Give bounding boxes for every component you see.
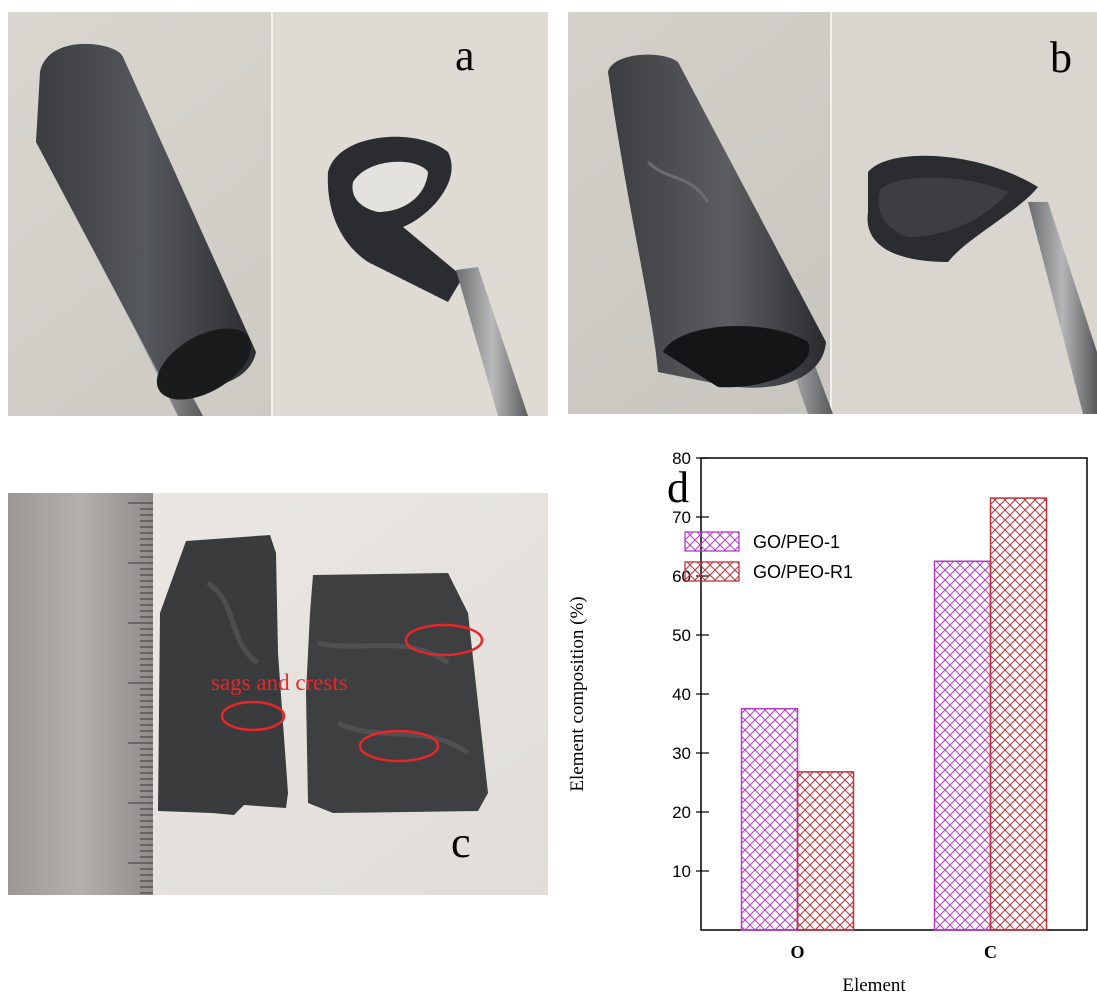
legend-swatch-go-peo-r1 <box>684 561 740 582</box>
photo-b <box>568 12 1097 414</box>
chart-panel-d: 10 20 30 40 50 60 70 80 O C Element Element composi… <box>555 440 1097 995</box>
panel-label-c: c <box>451 818 471 867</box>
legend-swatch-go-peo-1 <box>684 531 740 552</box>
ruler <box>8 493 153 895</box>
y-tick-label: 10 <box>672 862 691 881</box>
bar-go-peo-1-c <box>933 560 992 931</box>
bar-go-peo-r1-o <box>796 771 855 931</box>
photo-a <box>8 12 548 416</box>
y-tick-label: 80 <box>672 449 691 468</box>
legend-label-go-peo-r1: GO/PEO-R1 <box>753 562 853 582</box>
photo-panel-a: a <box>8 12 548 416</box>
y-axis-label: Element composition (%) <box>567 596 588 791</box>
photo-panel-c: c sags and crests <box>8 493 548 895</box>
panel-label-a: a <box>455 31 475 80</box>
legend-label-go-peo-1: GO/PEO-1 <box>753 532 840 552</box>
bar-go-peo-1-o <box>740 708 799 931</box>
photo-c <box>8 493 548 895</box>
sag-marker-3 <box>358 729 440 763</box>
annotation-sags-and-crests: sags and crests <box>211 670 348 695</box>
y-tick-label: 50 <box>672 626 691 645</box>
panel-label-d: d <box>667 463 689 512</box>
y-tick-label: 70 <box>672 508 691 527</box>
bar-go-peo-r1-c <box>989 497 1048 931</box>
y-tick-label: 30 <box>672 744 691 763</box>
sag-marker-1 <box>220 700 286 732</box>
y-tick-label: 20 <box>672 803 691 822</box>
x-tick-label: O <box>790 942 804 962</box>
y-tick-label: 40 <box>672 685 691 704</box>
x-axis-label: Element <box>842 975 906 995</box>
panel-label-b: b <box>1050 33 1072 82</box>
photo-panel-b: b <box>568 12 1097 414</box>
sag-marker-2 <box>404 623 484 657</box>
x-tick-label: C <box>984 942 997 962</box>
